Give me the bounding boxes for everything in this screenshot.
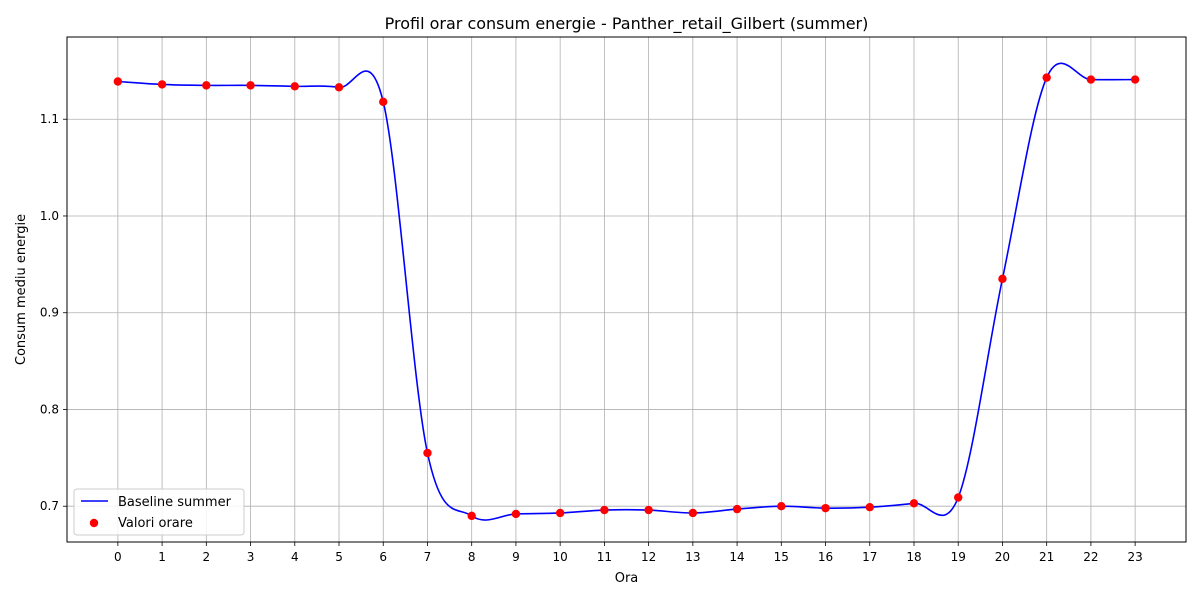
data-point-hour-11 xyxy=(600,505,609,515)
x-tick-label: 8 xyxy=(468,550,476,564)
x-tick-label: 19 xyxy=(951,550,966,564)
x-tick-label: 2 xyxy=(203,550,211,564)
x-tick-label: 14 xyxy=(729,550,744,564)
data-point-hour-14 xyxy=(732,504,742,514)
grid xyxy=(67,37,1186,542)
data-point-hour-2 xyxy=(202,81,211,90)
y-axis-label: Consum mediu energie xyxy=(14,214,29,365)
legend-entry-label: Valori orare xyxy=(118,516,193,531)
x-tick-label: 20 xyxy=(995,550,1010,564)
x-tick-label: 3 xyxy=(247,550,255,564)
data-point-hour-16 xyxy=(821,503,830,513)
x-tick-label: 11 xyxy=(597,550,612,564)
legend: Baseline summer Valori orare xyxy=(73,488,245,536)
x-tick-label: 15 xyxy=(774,550,789,564)
x-tick-label: 18 xyxy=(906,550,921,564)
data-point-hour-18 xyxy=(909,499,919,508)
data-point-hour-19 xyxy=(954,493,963,502)
y-tick-label: 0.9 xyxy=(40,306,59,320)
data-point-hour-20 xyxy=(998,274,1007,284)
y-tick-label: 0.7 xyxy=(40,499,59,513)
data-point-hour-6 xyxy=(379,97,388,107)
x-tick-label: 13 xyxy=(685,550,700,564)
x-tick-label: 12 xyxy=(641,550,656,564)
data-point-hour-3 xyxy=(246,81,255,90)
x-tick-label: 1 xyxy=(158,550,166,564)
data-point-hour-7 xyxy=(423,448,432,458)
x-tick-label: 7 xyxy=(424,550,432,564)
x-tick-label: 5 xyxy=(335,550,343,564)
x-tick-label: 16 xyxy=(818,550,833,564)
data-point-hour-4 xyxy=(290,82,299,91)
x-tick-label: 6 xyxy=(379,550,387,564)
legend-entry-label: Baseline summer xyxy=(118,495,232,510)
data-point-hour-21 xyxy=(1042,73,1051,82)
legend-box xyxy=(73,488,245,536)
x-tick-label: 17 xyxy=(862,550,877,564)
data-point-hour-1 xyxy=(157,80,167,89)
x-tick-label: 4 xyxy=(291,550,299,564)
data-point-hour-13 xyxy=(688,508,698,518)
data-point-hour-12 xyxy=(644,505,653,515)
data-point-hour-22 xyxy=(1086,75,1096,84)
data-point-hour-0 xyxy=(113,77,123,86)
x-tick-label: 22 xyxy=(1083,550,1098,564)
legend-marker-swatch xyxy=(89,518,99,528)
data-point-hour-9 xyxy=(511,509,521,519)
y-axis-ticks: 0.7 0.8 0.9 1.0 1.1 xyxy=(40,112,67,513)
y-tick-label: 1.1 xyxy=(40,112,59,126)
chart-title: Profil orar consum energie - Panther_ret… xyxy=(385,14,869,34)
plot-frame xyxy=(66,36,1187,543)
y-tick-label: 1.0 xyxy=(40,209,59,223)
series-layer xyxy=(113,62,1140,521)
series-line-baseline-summer xyxy=(117,62,1136,521)
x-axis-ticks: 0 1 2 3 4 5 6 7 8 9 10 11 12 13 14 15 16 17 18 19 20 21 22 23 xyxy=(114,542,1143,564)
data-point-hour-15 xyxy=(777,502,786,511)
x-tick-label: 0 xyxy=(114,550,122,564)
data-point-hour-5 xyxy=(334,83,344,92)
data-point-hour-8 xyxy=(467,511,476,521)
x-tick-label: 9 xyxy=(512,550,520,564)
x-axis-label: Ora xyxy=(615,571,639,586)
data-point-hour-23 xyxy=(1130,75,1140,84)
x-tick-label: 10 xyxy=(553,550,568,564)
data-point-hour-10 xyxy=(555,508,565,518)
x-tick-label: 21 xyxy=(1039,550,1054,564)
x-tick-label: 23 xyxy=(1127,550,1142,564)
data-point-hour-17 xyxy=(865,502,874,512)
y-tick-label: 0.8 xyxy=(40,402,59,416)
